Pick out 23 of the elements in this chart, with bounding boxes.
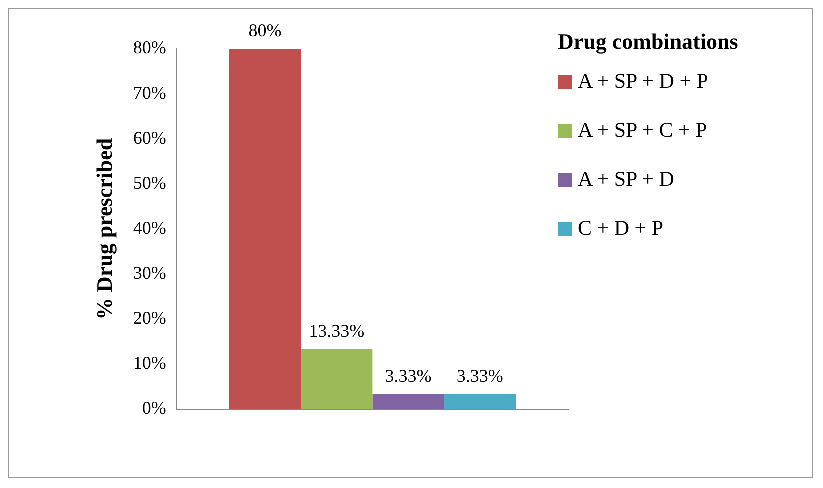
legend-label: A + SP + D	[578, 167, 674, 192]
bar	[372, 394, 444, 410]
y-tick-label: 0%	[142, 398, 166, 418]
data-label: 13.33%	[309, 321, 365, 342]
y-tick-label: 20%	[133, 308, 166, 328]
bar	[301, 349, 373, 410]
bar	[444, 394, 516, 410]
data-label: 3.33%	[385, 366, 432, 386]
y-tick-label: 50%	[133, 172, 166, 193]
y-tick-label: 60%	[133, 128, 166, 148]
y-axis-title: % Drug prescribed	[92, 138, 117, 320]
legend-label: C + D + P	[578, 216, 664, 241]
legend-title: Drug combinations	[558, 29, 740, 55]
bar	[229, 49, 302, 410]
legend-label: A + SP + C + P	[578, 118, 708, 143]
legend-label: A + SP + D + P	[578, 69, 708, 94]
data-label: 80%	[248, 20, 282, 41]
y-tick-label: 70%	[133, 82, 166, 103]
y-tick-label: 80%	[133, 38, 166, 58]
y-tick-label: 40%	[133, 218, 166, 238]
data-label: 3.33%	[456, 366, 504, 386]
y-tick-label: 10%	[133, 353, 166, 374]
y-tick-label: 30%	[133, 262, 166, 283]
